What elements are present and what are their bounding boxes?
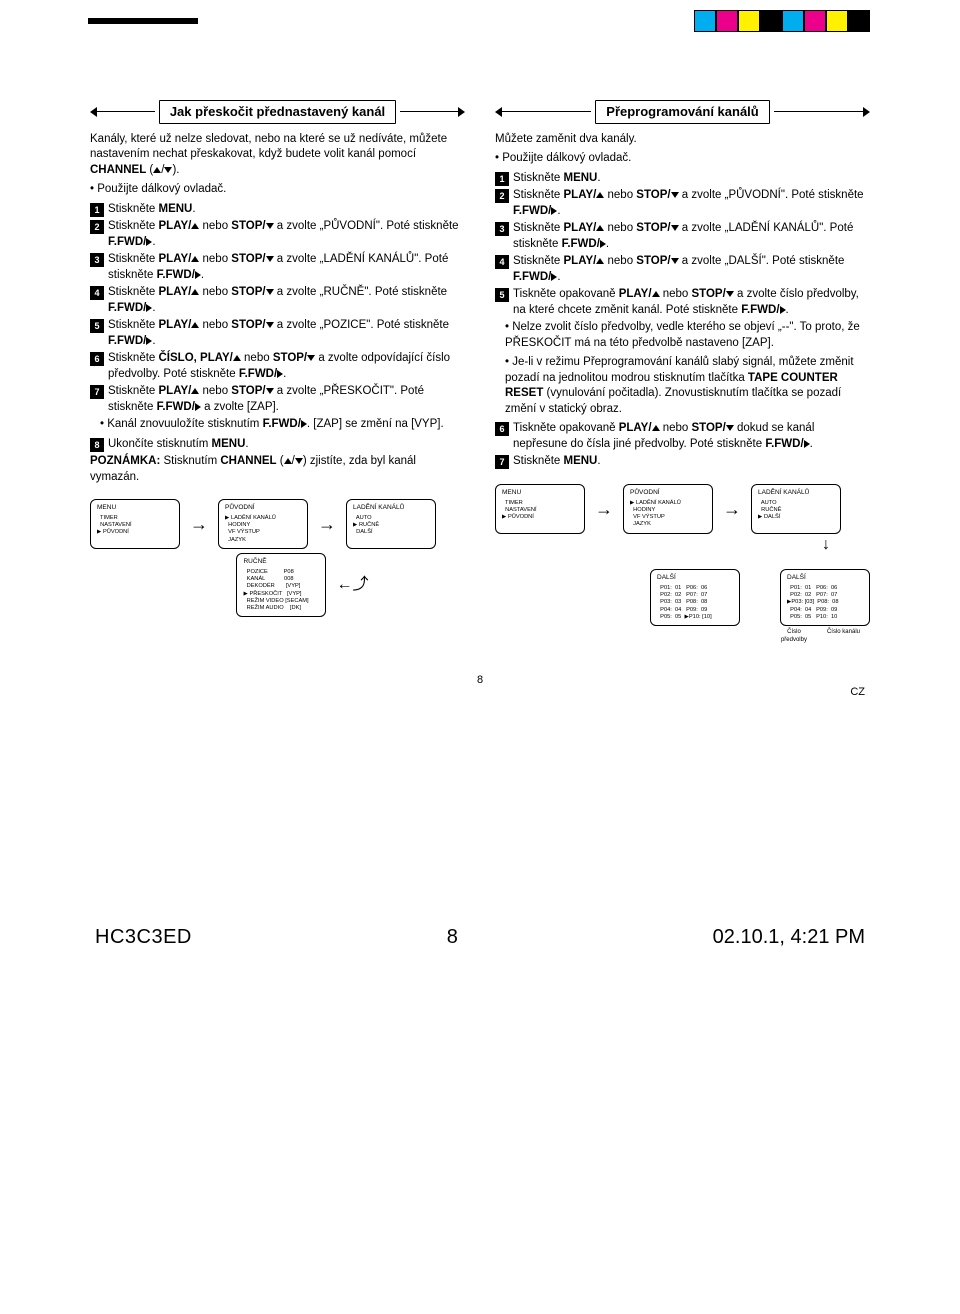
- list-item: 6Stiskněte ČÍSLO, PLAY/ nebo STOP/ a zvo…: [90, 351, 465, 382]
- list-item: 3Stiskněte PLAY/ nebo STOP/ a zvolte „LA…: [495, 221, 870, 252]
- left-steps: 1Stiskněte MENU.2Stiskněte PLAY/ nebo ST…: [90, 202, 465, 416]
- right-column: Přeprogramování kanálů Můžete zaměnit dv…: [495, 100, 870, 644]
- right-title: Přeprogramování kanálů: [595, 100, 769, 124]
- menu-dalsi-2: DALŠÍ P01: 01 P06: 06 P02: 02 P07: 07 ▶P…: [780, 569, 870, 625]
- registration-bar: [88, 18, 198, 24]
- left-title: Jak přeskočit přednastavený kanál: [159, 100, 396, 124]
- list-item: 7Stiskněte MENU.: [495, 454, 870, 470]
- list-item: 4Stiskněte PLAY/ nebo STOP/ a zvolte „RU…: [90, 285, 465, 316]
- list-item: 7Stiskněte PLAY/ nebo STOP/ a zvolte „PŘ…: [90, 384, 465, 415]
- left-note: POZNÁMKA: Stisknutím CHANNEL (/) zjistít…: [90, 454, 465, 485]
- list-item: 2Stiskněte PLAY/ nebo STOP/ a zvolte „PŮ…: [90, 219, 465, 250]
- menu-rucne: RUČNĚ POZICE P08 KANÁL 008 DEKODÉR [VYP]…: [236, 553, 326, 617]
- left-menu-flow-2: RUČNĚ POZICE P08 KANÁL 008 DEKODÉR [VYP]…: [90, 553, 465, 617]
- doc-code: HC3C3ED: [95, 926, 192, 949]
- list-item: 5Stiskněte PLAY/ nebo STOP/ a zvolte „PO…: [90, 318, 465, 349]
- left-menu-flow: MENU TIMER NASTAVENÍ ▶ PŮVODNÍ → PŮVODNÍ…: [90, 499, 465, 549]
- arrow-icon: ↓: [495, 534, 870, 556]
- doc-page: 8: [447, 926, 458, 949]
- page-footer-area: 8 CZ: [0, 674, 960, 686]
- menu-puvodni-r: PŮVODNÍ▶ LADĚNÍ KANÁLŮ HODINY VF VÝSTUP …: [623, 484, 713, 534]
- list-item: 4Stiskněte PLAY/ nebo STOP/ a zvolte „DA…: [495, 254, 870, 285]
- crop-marks: [0, 0, 960, 40]
- bullet-note: • Nelze zvolit číslo předvolby, vedle kt…: [495, 320, 870, 351]
- menu-ladeni: LADĚNÍ KANÁLŮ AUTO ▶ RUČNĚ DALŠÍ: [346, 499, 436, 549]
- list-item: 1Stiskněte MENU.: [495, 171, 870, 187]
- list-item: 6Tiskněte opakovaně PLAY/ nebo STOP/ dok…: [495, 421, 870, 452]
- lang-code: CZ: [850, 686, 865, 698]
- arrow-icon: →: [190, 512, 208, 536]
- doc-date: 02.10.1, 4:21 PM: [713, 926, 865, 949]
- left-step-8: 8Ukončíte stisknutím MENU.: [90, 437, 465, 453]
- right-menu-flow-1: MENU TIMER NASTAVENÍ ▶ PŮVODNÍ → PŮVODNÍ…: [495, 484, 870, 534]
- list-item: 2Stiskněte PLAY/ nebo STOP/ a zvolte „PŮ…: [495, 188, 870, 219]
- left-column: Jak přeskočit přednastavený kanál Kanály…: [90, 100, 465, 644]
- menu-dalsi-1: DALŠÍ P01: 01 P06: 06 P02: 02 P07: 07 P0…: [650, 569, 740, 625]
- menu-puvodni: PŮVODNÍ▶ LADĚNÍ KANÁLŮ HODINY VF VÝSTUP …: [218, 499, 308, 549]
- left-intro: Kanály, které už nelze sledovat, nebo na…: [90, 132, 465, 179]
- arrow-icon: →: [595, 497, 613, 521]
- right-intro: Můžete zaměnit dva kanály.: [495, 132, 870, 148]
- left-sub-bullet: • Kanál znovuuložíte stisknutím F.FWD/. …: [90, 417, 465, 433]
- section-title-left: Jak přeskočit přednastavený kanál: [90, 100, 465, 124]
- menu-ladeni-r: LADĚNÍ KANÁLŮ AUTO RUČNĚ ▶ DALŠÍ: [751, 484, 841, 534]
- arrow-icon: →: [318, 512, 336, 536]
- page-content: Jak přeskočit přednastavený kanál Kanály…: [0, 40, 960, 644]
- menu-main: MENU TIMER NASTAVENÍ ▶ PŮVODNÍ: [90, 499, 180, 549]
- bullet-note: • Je-li v režimu Přeprogramování kanálů …: [495, 355, 870, 417]
- arrow-icon: →: [723, 497, 741, 521]
- page-number: 8: [0, 674, 960, 686]
- left-bullet: • Použijte dálkový ovladač.: [90, 182, 465, 198]
- section-title-right: Přeprogramování kanálů: [495, 100, 870, 124]
- menu-captions: Číslo předvolby Číslo kanálu: [495, 626, 870, 644]
- list-item: 5Tiskněte opakovaně PLAY/ nebo STOP/ a z…: [495, 287, 870, 318]
- right-menu-flow-2: DALŠÍ P01: 01 P06: 06 P02: 02 P07: 07 P0…: [495, 569, 870, 625]
- right-bullet: • Použijte dálkový ovladač.: [495, 151, 870, 167]
- menu-main-r: MENU TIMER NASTAVENÍ ▶ PŮVODNÍ: [495, 484, 585, 534]
- list-item: 3Stiskněte PLAY/ nebo STOP/ a zvolte „LA…: [90, 252, 465, 283]
- color-swatches: [694, 10, 870, 32]
- imposition-footer: HC3C3ED 8 02.10.1, 4:21 PM: [0, 926, 960, 949]
- list-item: 1Stiskněte MENU.: [90, 202, 465, 218]
- arrow-icon: ←⤴: [336, 574, 368, 596]
- right-steps: 1Stiskněte MENU.2Stiskněte PLAY/ nebo ST…: [495, 171, 870, 470]
